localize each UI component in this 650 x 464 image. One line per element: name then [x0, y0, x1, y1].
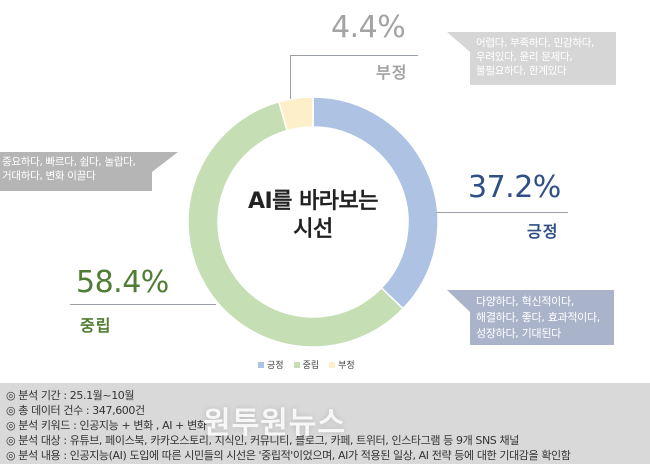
neutral-percentage: 58.4% — [76, 265, 169, 300]
legend-label: 중립 — [302, 361, 320, 371]
footer-content: ◎ 분석 내용 : 인공지능(AI) 도입에 따른 시민들의 시선은 '중립적'… — [6, 449, 571, 462]
legend-label: 부정 — [338, 361, 355, 371]
legend-swatch-negative — [329, 361, 336, 368]
legend-swatch-neutral — [293, 361, 300, 368]
center-title-line2: 시선 — [293, 217, 333, 242]
footer-targets: ◎ 분석 대상 : 유튜브, 페이스북, 카카오스토리, 지식인, 커뮤니티, … — [6, 434, 519, 447]
leader-line-negative — [290, 55, 418, 56]
callout-positive-line: 다양하다, 혁신적이다, — [476, 295, 574, 308]
chart-legend: 긍정 중립 부정 — [258, 358, 355, 371]
donut-slice-negative — [277, 96, 314, 132]
callout-positive-line: 해결하다, 좋다, 효과적이다, — [476, 311, 601, 324]
chart-center-title: AI를 바라보는 시선 — [213, 188, 413, 244]
leader-line-neutral — [70, 304, 216, 305]
callout-negative-text: 어렵다, 부족하다, 민감하다, 우려있다, 윤리 문제다, 불필요하다, 한계… — [476, 36, 594, 78]
analysis-info-footer: ◎ 분석 기간 : 25.1월~10월 ◎ 총 데이터 건수 : 347,600… — [0, 383, 650, 464]
callout-neutral-shape — [0, 152, 178, 191]
center-title-line1: AI를 바라보는 — [247, 189, 379, 214]
footer-keywords: ◎ 분석 키워드 : 인공지능 + 변화 , AI + 변화 — [6, 419, 207, 432]
legend-label: 긍정 — [267, 361, 284, 371]
callout-neutral-text: 중요하다, 빠르다, 쉽다, 놀랍다, 거대하다, 변화 이끌다 — [2, 155, 136, 183]
leader-line-negative-vertical — [290, 55, 291, 99]
positive-label: 긍정 — [527, 222, 559, 241]
donut-slices — [187, 96, 439, 348]
callout-negative-shape — [447, 32, 616, 85]
negative-percentage: 4.4% — [331, 10, 406, 45]
positive-percentage: 37.2% — [468, 170, 561, 205]
legend-item-negative: 부정 — [329, 358, 355, 371]
donut-chart — [0, 32, 616, 348]
footer-data-count: ◎ 총 데이터 건수 : 347,600건 — [6, 404, 145, 417]
donut-slice-neutral — [187, 100, 405, 348]
negative-label: 부정 — [376, 63, 408, 82]
callout-negative-line: 우려있다, 윤리 문제다, — [476, 51, 573, 63]
callout-positive-line: 성장하다, 기대된다 — [476, 327, 561, 340]
legend-item-positive: 긍정 — [258, 358, 284, 371]
callout-neutral-line: 거대하다, 변화 이끌다 — [2, 170, 96, 182]
callout-neutral-line: 중요하다, 빠르다, 쉽다, 놀랍다, — [2, 156, 136, 168]
watermark-logo: 원투원뉴스 — [203, 406, 346, 441]
callout-positive-text: 다양하다, 혁신적이다, 해결하다, 좋다, 효과적이다, 성장하다, 기대된다 — [476, 294, 600, 342]
callout-negative-line: 불필요하다, 한계있다 — [476, 65, 567, 77]
leader-line-positive — [436, 212, 568, 213]
footer-period: ◎ 분석 기간 : 25.1월~10월 — [6, 389, 135, 402]
legend-item-neutral: 중립 — [293, 358, 320, 371]
callout-negative-line: 어렵다, 부족하다, 민감하다, — [476, 37, 595, 49]
legend-swatch-positive — [258, 361, 264, 368]
neutral-label: 중립 — [80, 316, 112, 335]
callout-positive-shape — [447, 290, 614, 345]
